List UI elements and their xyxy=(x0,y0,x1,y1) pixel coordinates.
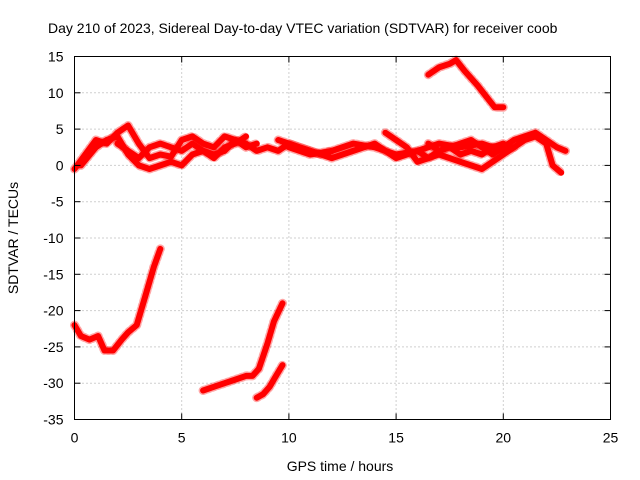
y-tick-label: -35 xyxy=(43,412,63,428)
x-tick-label: 15 xyxy=(388,430,404,446)
y-tick-label: -25 xyxy=(43,339,63,355)
series-line-arc-right-b xyxy=(489,133,565,176)
ticks: 0 5 10 15 20 25 15 10 5 0 -5 -10 -15 -20 -25 -30 -35 xyxy=(43,49,618,446)
y-tick-label: 0 xyxy=(56,157,64,173)
series-line-arc-near-zero-c xyxy=(114,137,260,162)
y-tick-label: -15 xyxy=(43,266,63,282)
series-markers-arc-near-zero-c xyxy=(112,135,262,163)
series-line-arc-high xyxy=(425,57,507,111)
y-tick-label: 10 xyxy=(48,85,64,101)
y-axis-label: SDTVAR / TECUs xyxy=(5,182,21,294)
series-markers-arc-high xyxy=(423,55,508,112)
x-tick-label: 10 xyxy=(281,430,297,446)
y-tick-label: -5 xyxy=(51,194,64,210)
y-tick-label: -10 xyxy=(43,230,63,246)
series-line-arc-low-c xyxy=(253,362,286,401)
series-line-arc-mid-b xyxy=(285,140,507,158)
x-tick-label: 0 xyxy=(71,430,79,446)
series-markers-arc-mid-b xyxy=(284,139,508,159)
y-tick-label: 15 xyxy=(48,49,64,65)
series-markers-arc-right-b xyxy=(488,131,566,178)
y-tick-label: -30 xyxy=(43,375,63,391)
series-group xyxy=(70,55,570,403)
series-markers-arc-low-c xyxy=(252,360,287,403)
series-markers-arc-mid-c xyxy=(380,128,519,174)
series-line-arc-low-b xyxy=(200,300,286,394)
series-markers-arc-low-b xyxy=(198,298,287,395)
x-tick-label: 25 xyxy=(603,430,619,446)
y-tick-label: -20 xyxy=(43,303,63,319)
x-tick-label: 5 xyxy=(178,430,186,446)
grid xyxy=(74,56,611,420)
series-markers-arc-low-a xyxy=(70,244,165,355)
x-tick-label: 20 xyxy=(496,430,512,446)
series-line-arc-mid-c xyxy=(382,129,517,172)
chart-title: Day 210 of 2023, Sidereal Day-to-day VTE… xyxy=(48,20,558,36)
x-axis-label: GPS time / hours xyxy=(287,458,394,474)
series-line-arc-low-a xyxy=(71,245,164,354)
y-tick-label: 5 xyxy=(56,121,64,137)
